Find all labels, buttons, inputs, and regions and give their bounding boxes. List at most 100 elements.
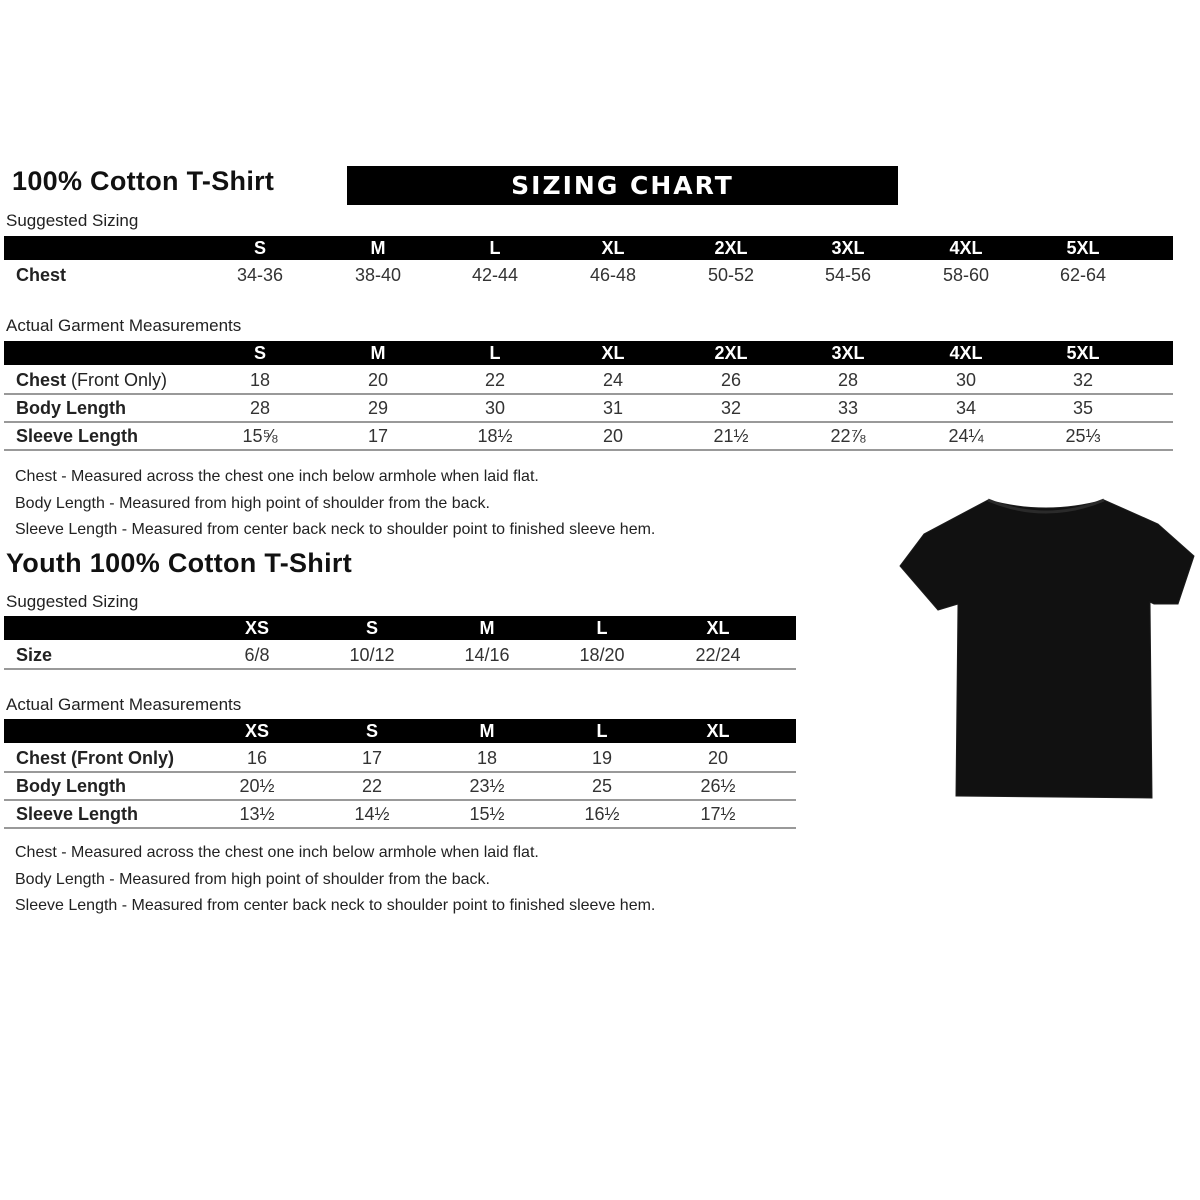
table-cell: 18/20 — [579, 645, 625, 665]
youth-actual-table: XS S M L XL Chest (Front Only) 16 17 18 19 20 Body … — [4, 719, 796, 829]
youth-actual-label: Actual Garment Measurements — [6, 695, 242, 714]
note-chest: Chest - Measured across the chest one in… — [15, 468, 539, 485]
size-header-m: M — [479, 618, 495, 638]
table-row: Sleeve Length 15⅝ 17 18½ 20 21½ 22⅞ 24¼ 25⅓ — [4, 422, 1173, 450]
row-label-text: Chest (Front Only) — [16, 748, 174, 768]
table-cell: 18 — [249, 370, 271, 390]
table-cell: 30 — [955, 370, 977, 390]
size-header-l: L — [596, 721, 608, 741]
size-header-bar: XS S M L XL — [4, 616, 796, 640]
row-divider — [4, 393, 1173, 395]
table-row: Sleeve Length 13½ 14½ 15½ 16½ 17½ — [4, 800, 796, 828]
row-divider — [4, 449, 1173, 451]
row-label-text: Chest — [16, 265, 67, 285]
table-cell: 22⅞ — [830, 426, 866, 446]
size-header-s: S — [253, 238, 267, 258]
row-label-text: Body Length — [16, 398, 126, 418]
note-body-length: Body Length - Measured from high point o… — [15, 870, 490, 888]
table-cell: 6/8 — [244, 645, 270, 665]
table-cell: 17 — [367, 426, 389, 446]
table-cell: 32 — [720, 398, 742, 418]
size-header-s: S — [365, 721, 379, 741]
row-label: Body Length — [16, 772, 126, 800]
size-header-m: M — [370, 238, 386, 258]
table-cell: 23½ — [469, 776, 505, 796]
size-header-bar: S M L XL 2XL 3XL 4XL 5XL — [4, 341, 1173, 365]
table-cell: 25 — [591, 776, 613, 796]
size-header-4xl: 4XL — [949, 238, 983, 258]
adult-suggested-table: S M L XL 2XL 3XL 4XL 5XL Chest 34-36 38-40 42-44 46-… — [4, 236, 1173, 285]
table-row: Body Length 20½ 22 23½ 25 26½ — [4, 772, 796, 800]
table-cell: 15½ — [469, 804, 505, 824]
size-header-5xl: 5XL — [1066, 238, 1100, 258]
table-cell: 17½ — [700, 804, 736, 824]
table-cell: 46-48 — [589, 265, 637, 285]
row-label-text: Size — [16, 645, 53, 665]
row-divider — [4, 668, 796, 670]
size-header-xs: XS — [244, 618, 270, 638]
size-header-xl: XL — [706, 721, 730, 741]
size-header-4xl: 4XL — [949, 343, 983, 363]
table-row: Size 6/8 10/12 14/16 18/20 22/24 — [4, 641, 796, 669]
table-cell: 33 — [837, 398, 859, 418]
table-cell: 38-40 — [354, 265, 402, 285]
row-label: Size — [16, 641, 52, 669]
row-divider — [4, 421, 1173, 423]
size-header-xl: XL — [706, 618, 730, 638]
table-cell: 22/24 — [695, 645, 741, 665]
table-cell: 54-56 — [824, 265, 872, 285]
table-cell: 14½ — [354, 804, 390, 824]
size-header-bar: XS S M L XL — [4, 719, 796, 743]
size-header-m: M — [370, 343, 386, 363]
row-label-text: Body Length — [16, 776, 126, 796]
row-label: Chest — [16, 261, 66, 289]
table-row: Chest (Front Only) 16 17 18 19 20 — [4, 744, 796, 772]
row-label: Sleeve Length — [16, 800, 138, 828]
row-label: Chest (Front Only) — [16, 366, 167, 394]
table-cell: 29 — [367, 398, 389, 418]
row-label-text: Sleeve Length — [16, 804, 139, 824]
table-cell: 34 — [955, 398, 977, 418]
row-label: Body Length — [16, 394, 126, 422]
row-label: Sleeve Length — [16, 422, 138, 450]
table-cell: 20½ — [239, 776, 275, 796]
table-cell: 58-60 — [942, 265, 990, 285]
note-sleeve-length: Sleeve Length - Measured from center bac… — [15, 521, 656, 538]
row-divider — [4, 771, 796, 773]
table-cell: 20 — [367, 370, 389, 390]
size-header-l: L — [596, 618, 608, 638]
row-divider — [4, 799, 796, 801]
note-sleeve-length: Sleeve Length - Measured from center bac… — [15, 897, 656, 914]
table-cell: 15⅝ — [242, 426, 278, 446]
table-cell: 26 — [720, 370, 742, 390]
size-header-bar: S M L XL 2XL 3XL 4XL 5XL — [4, 236, 1173, 260]
table-row: Chest 34-36 38-40 42-44 46-48 50-52 54-56 58-60… — [4, 261, 1173, 289]
table-cell: 20 — [707, 748, 729, 768]
size-header-3xl: 3XL — [831, 238, 865, 258]
size-header-m: M — [479, 721, 495, 741]
size-header-s: S — [365, 618, 379, 638]
table-cell: 21½ — [713, 426, 749, 446]
adult-actual-table: S M L XL 2XL 3XL 4XL 5XL Chest (Front Only) 18 20 2… — [4, 341, 1173, 451]
table-cell: 50-52 — [707, 265, 755, 285]
table-cell: 22 — [484, 370, 506, 390]
size-header-5xl: 5XL — [1066, 343, 1100, 363]
black-tshirt-icon — [899, 498, 1195, 799]
size-header-2xl: 2XL — [714, 343, 748, 363]
table-cell: 30 — [484, 398, 506, 418]
table-cell: 18½ — [477, 426, 513, 446]
adult-suggested-label: Suggested Sizing — [6, 211, 139, 230]
table-cell: 22 — [361, 776, 383, 796]
size-header-xl: XL — [601, 238, 625, 258]
table-cell: 16½ — [584, 804, 620, 824]
table-cell: 42-44 — [471, 265, 519, 285]
table-row: Chest (Front Only) 18 20 22 24 26 28 30 32 — [4, 366, 1173, 394]
row-label-text: Sleeve Length — [16, 426, 139, 446]
table-cell: 31 — [602, 398, 624, 418]
table-cell: 25⅓ — [1065, 426, 1101, 446]
size-header-3xl: 3XL — [831, 343, 865, 363]
youth-notes: Chest - Measured across the chest one in… — [15, 840, 655, 920]
table-cell: 26½ — [700, 776, 736, 796]
youth-title: Youth 100% Cotton T-Shirt — [6, 548, 352, 578]
youth-suggested-label: Suggested Sizing — [6, 592, 139, 611]
